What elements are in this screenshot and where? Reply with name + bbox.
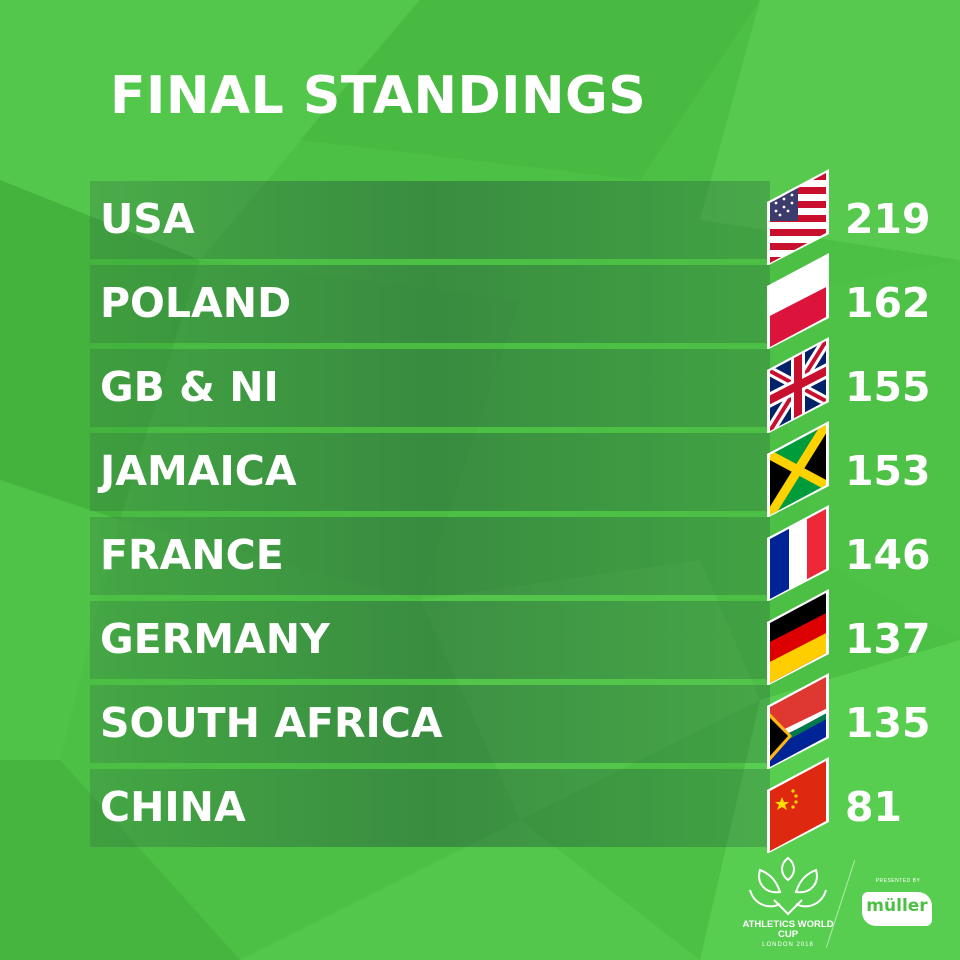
sponsor-name: müller <box>866 896 928 916</box>
row-bar <box>90 769 770 847</box>
score-value: 135 <box>845 699 931 747</box>
france-flag-icon <box>767 505 829 601</box>
china-flag-icon <box>767 757 829 853</box>
south-africa-flag-icon <box>767 673 829 769</box>
country-name: SOUTH AFRICA <box>100 699 443 747</box>
poland-flag-icon <box>767 253 829 349</box>
score-value: 146 <box>845 531 931 579</box>
country-name: USA <box>100 195 195 243</box>
athletics-world-cup-logo-icon <box>749 856 827 916</box>
sponsor-logo: müller <box>862 892 932 926</box>
footer-logos: ATHLETICS WORLD CUP LONDON 2018 PRESENTE… <box>740 850 950 955</box>
event-location: LONDON 2018 <box>762 942 814 948</box>
country-name: FRANCE <box>100 531 284 579</box>
row-bar <box>90 601 770 679</box>
row-bar <box>90 685 770 763</box>
score-value: 162 <box>845 279 931 327</box>
standing-row-jamaica: JAMAICA 153 <box>0 421 960 517</box>
standing-row-china: CHINA 81 <box>0 757 960 853</box>
row-bar <box>90 433 770 511</box>
event-name: ATHLETICS WORLD CUP <box>742 919 834 940</box>
germany-flag-icon <box>767 589 829 685</box>
standing-row-south-africa: SOUTH AFRICA 135 <box>0 673 960 769</box>
standing-row-usa: USA 219 <box>0 169 960 265</box>
standing-row-germany: GERMANY 137 <box>0 589 960 685</box>
usa-flag-icon <box>767 169 829 265</box>
country-name: GERMANY <box>100 615 330 663</box>
standing-row-france: FRANCE 146 <box>0 505 960 601</box>
country-name: POLAND <box>100 279 292 327</box>
score-value: 81 <box>845 783 903 831</box>
score-value: 153 <box>845 447 931 495</box>
row-bar <box>90 517 770 595</box>
gb-flag-icon <box>767 337 829 433</box>
row-bar <box>90 265 770 343</box>
presented-by-label: PRESENTED BY <box>875 878 921 884</box>
country-name: CHINA <box>100 783 246 831</box>
country-name: GB & NI <box>100 363 279 411</box>
score-value: 155 <box>845 363 931 411</box>
score-value: 219 <box>845 195 931 243</box>
standing-row-gb-ni: GB & NI 155 <box>0 337 960 433</box>
row-bar <box>90 181 770 259</box>
jamaica-flag-icon <box>767 421 829 517</box>
score-value: 137 <box>845 615 931 663</box>
row-bar <box>90 349 770 427</box>
standing-row-poland: POLAND 162 <box>0 253 960 349</box>
page-title: FINAL STANDINGS <box>110 66 647 126</box>
country-name: JAMAICA <box>100 447 297 495</box>
